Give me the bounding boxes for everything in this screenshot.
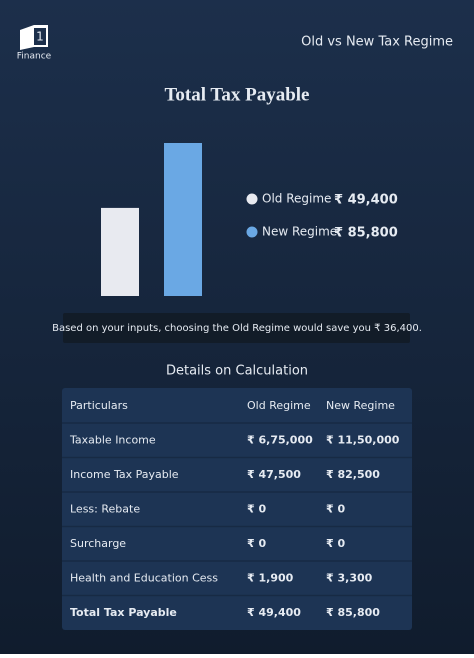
row-label: Income Tax Payable	[70, 468, 179, 481]
row-label: Less: Rebate	[70, 503, 140, 516]
value-label: ₹ 85,800	[334, 226, 398, 241]
page-title: Old vs New Tax Regime	[301, 35, 453, 50]
note-box	[63, 313, 410, 343]
legend-dot	[246, 193, 258, 205]
cell-value: ₹ 6,75,000	[247, 434, 313, 447]
chart-title: Total Tax Payable	[164, 84, 309, 105]
logo-inner	[34, 28, 46, 45]
bar	[164, 143, 202, 296]
brand: Finance	[17, 52, 52, 62]
row-label: Health and Education Cess	[70, 572, 218, 585]
legend-dot	[246, 226, 258, 238]
value-label: ₹ 49,400	[334, 193, 398, 208]
cell-value: ₹ 0	[247, 503, 266, 516]
cell-value: ₹ 82,500	[326, 468, 380, 481]
cell-value: ₹ 85,800	[326, 606, 380, 619]
cell-value: ₹ 11,50,000	[326, 434, 400, 447]
column-header: New Regime	[326, 399, 395, 412]
cell-value: ₹ 49,400	[247, 606, 301, 619]
cell-value: ₹ 0	[247, 537, 266, 550]
row-label: Taxable Income	[69, 434, 156, 447]
note: Based on your inputs, choosing the Old R…	[52, 323, 422, 334]
table-title: Details on Calculation	[166, 364, 308, 379]
cell-value: ₹ 47,500	[247, 468, 301, 481]
table-bg	[62, 388, 412, 630]
row-label: Total Tax Payable	[70, 606, 177, 619]
cell-value: ₹ 3,300	[326, 572, 373, 585]
row-label: Surcharge	[70, 537, 126, 550]
logo-text: 1	[36, 30, 44, 44]
cell-value: ₹ 0	[326, 503, 345, 516]
cell-value: ₹ 0	[326, 537, 345, 550]
legend-label: Old Regime	[262, 192, 331, 206]
column-header: Particulars	[70, 399, 128, 412]
cell-value: ₹ 1,900	[247, 572, 294, 585]
column-header: Old Regime	[247, 399, 311, 412]
bar	[101, 207, 139, 296]
legend-label: New Regime	[262, 225, 337, 239]
